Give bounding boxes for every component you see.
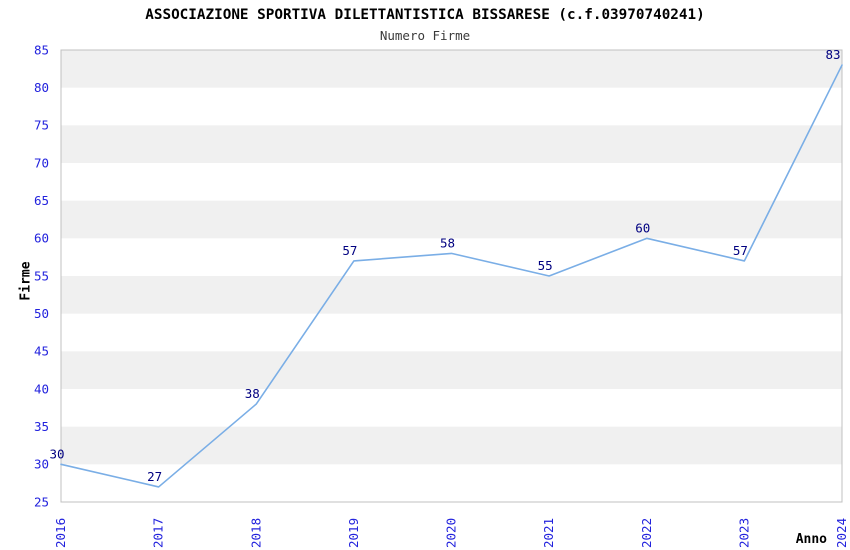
y-tick-label: 30 bbox=[34, 457, 49, 472]
x-tick-label: 2019 bbox=[346, 518, 361, 548]
value-label: 38 bbox=[245, 386, 260, 401]
x-tick-label: 2018 bbox=[248, 518, 263, 548]
y-tick-label: 40 bbox=[34, 381, 49, 396]
grid-band bbox=[61, 125, 842, 163]
value-label: 60 bbox=[635, 220, 650, 235]
x-tick-label: 2017 bbox=[151, 518, 166, 548]
value-label: 57 bbox=[342, 243, 357, 258]
value-label: 27 bbox=[147, 469, 162, 484]
y-tick-label: 85 bbox=[34, 42, 49, 57]
y-tick-label: 75 bbox=[34, 118, 49, 133]
value-label: 55 bbox=[538, 258, 553, 273]
y-tick-label: 65 bbox=[34, 193, 49, 208]
value-label: 30 bbox=[49, 446, 64, 461]
y-tick-label: 25 bbox=[34, 494, 49, 509]
y-tick-label: 70 bbox=[34, 155, 49, 170]
y-tick-label: 35 bbox=[34, 419, 49, 434]
y-tick-label: 50 bbox=[34, 306, 49, 321]
x-tick-label: 2016 bbox=[53, 518, 68, 548]
y-tick-label: 45 bbox=[34, 344, 49, 359]
grid-band bbox=[61, 276, 842, 314]
y-tick-label: 80 bbox=[34, 80, 49, 95]
series-line bbox=[60, 64, 843, 488]
value-label: 57 bbox=[733, 243, 748, 258]
value-label: 83 bbox=[825, 47, 840, 62]
chart-subtitle: Numero Firme bbox=[379, 28, 471, 43]
grid-band bbox=[61, 351, 842, 389]
x-tick-label: 2021 bbox=[541, 518, 556, 548]
x-tick-label: 2024 bbox=[834, 518, 849, 548]
y-axis-title: Firme bbox=[18, 261, 34, 301]
plot-border bbox=[60, 49, 843, 503]
x-tick-label: 2023 bbox=[736, 518, 751, 548]
x-axis-title: Anno bbox=[795, 532, 827, 547]
y-tick-label: 55 bbox=[34, 268, 49, 283]
grid-band bbox=[61, 200, 842, 239]
chart-title: ASSOCIAZIONE SPORTIVA DILETTANTISTICA BI… bbox=[145, 7, 705, 23]
x-tick-label: 2022 bbox=[639, 518, 654, 548]
x-tick-label: 2020 bbox=[444, 518, 459, 548]
y-tick-label: 60 bbox=[34, 231, 49, 246]
grid-band bbox=[61, 50, 842, 88]
grid-band bbox=[61, 426, 842, 465]
value-label: 58 bbox=[440, 235, 455, 250]
